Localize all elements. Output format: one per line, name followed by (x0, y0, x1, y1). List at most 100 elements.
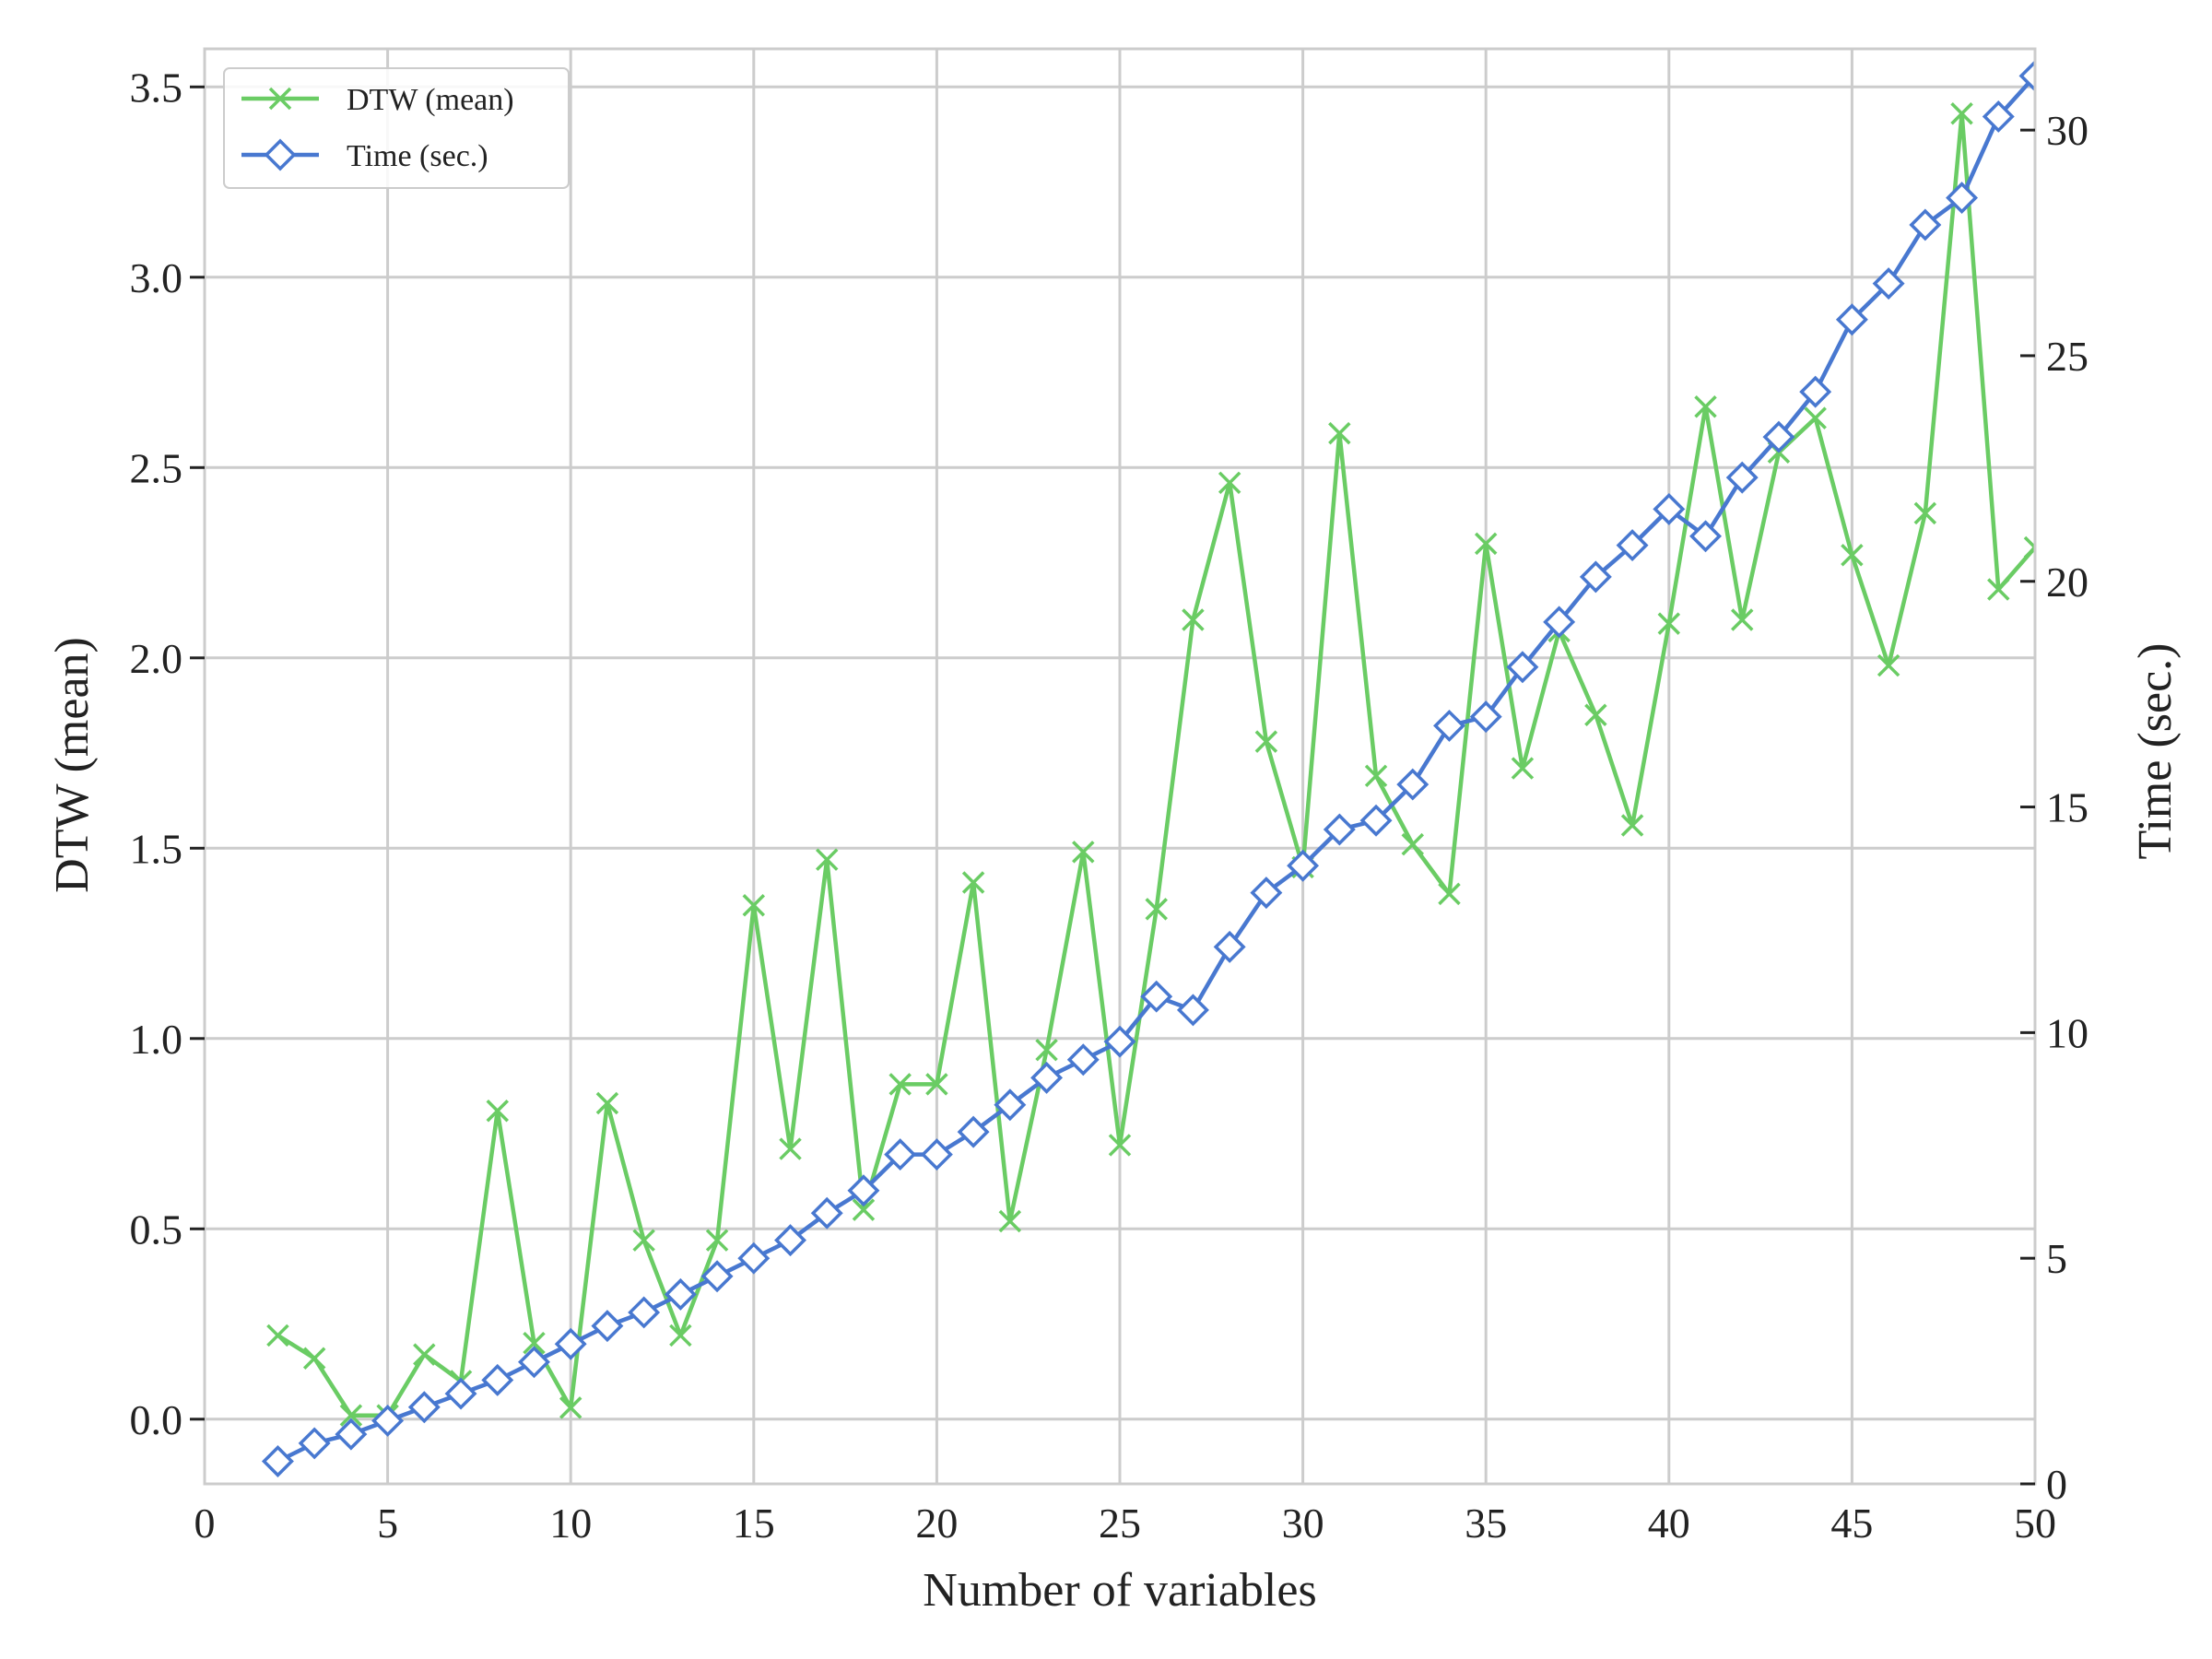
data-point (1616, 529, 1649, 562)
data-point (1108, 1134, 1132, 1157)
ticks-layer: 0 5 10 15 20 25 30 35 40 45 500.00.51.01.52.02.53.… (130, 64, 2089, 1547)
y-right-tick-label: 0 (2046, 1461, 2067, 1508)
data-point (1035, 1038, 1058, 1062)
data-point (700, 1260, 734, 1293)
data-point (920, 1138, 953, 1171)
data-point (486, 1100, 509, 1123)
y-axis-right-label: Time (sec.) (2129, 643, 2182, 860)
data-point (957, 1115, 990, 1148)
data-point (628, 1296, 661, 1329)
data-point (1579, 560, 1612, 594)
x-tick-label: 30 (1282, 1500, 1324, 1547)
data-point (1103, 1025, 1136, 1058)
x-tick-label: 35 (1465, 1500, 1507, 1547)
legend-marker (268, 87, 292, 111)
legend-label: Time (sec.) (347, 139, 488, 173)
legend-entries: DTW (mean) Time (sec.) (241, 83, 514, 173)
data-point (884, 1138, 917, 1171)
data-point (925, 1073, 948, 1096)
x-tick-label: 10 (549, 1500, 592, 1547)
data-point (1140, 980, 1173, 1013)
data-point (1182, 608, 1205, 631)
x-tick-label: 5 (377, 1500, 398, 1547)
data-point (407, 1391, 441, 1424)
data-point (1694, 394, 1717, 418)
data-point (852, 1198, 876, 1221)
data-point (1620, 814, 1644, 837)
data-point (1218, 471, 1241, 495)
data-point (669, 1324, 692, 1347)
y-left-tick-label: 2.5 (130, 444, 183, 491)
data-point (595, 1091, 619, 1115)
data-point (961, 871, 985, 894)
data-point (298, 1427, 331, 1460)
data-point (810, 1196, 843, 1230)
y-left-tick-label: 3.5 (130, 64, 183, 111)
data-point (1657, 612, 1681, 635)
y-left-tick-label: 1.0 (130, 1016, 183, 1063)
data-point (1877, 653, 1900, 677)
data-point (1072, 841, 1095, 864)
data-point (1401, 832, 1424, 856)
x-tick-label: 0 (194, 1500, 216, 1547)
data-point (1987, 578, 2010, 601)
data-point (774, 1224, 806, 1257)
data-point (1438, 882, 1461, 906)
data-point (1323, 813, 1356, 846)
y-right-tick-label: 20 (2046, 559, 2088, 606)
data-point (1396, 768, 1430, 801)
data-point (266, 1324, 289, 1347)
legend: DTW (mean) Time (sec.) (223, 67, 570, 189)
data-point (1176, 994, 1209, 1027)
data-point (1872, 267, 1905, 300)
data-point (591, 1310, 624, 1343)
data-point (1254, 730, 1278, 753)
x-tick-label: 50 (2014, 1500, 2056, 1547)
data-point (1066, 1043, 1100, 1077)
y-left-tick-label: 0.0 (130, 1396, 183, 1443)
data-point (705, 1229, 729, 1252)
data-point (261, 1445, 294, 1477)
data-point (444, 1377, 477, 1410)
data-point (2018, 59, 2035, 92)
data-point (1584, 703, 1607, 726)
data-point (554, 1327, 587, 1360)
y-left-tick-label: 0.5 (130, 1206, 183, 1253)
data-point (481, 1363, 514, 1396)
y-right-tick-label: 15 (2046, 784, 2088, 831)
data-point (1328, 421, 1351, 445)
data-point (1950, 101, 1973, 125)
data-point (1213, 930, 1246, 963)
data-point (779, 1137, 802, 1160)
data-point (1731, 608, 1754, 631)
data-point (413, 1343, 436, 1366)
y-right-tick-label: 25 (2046, 333, 2088, 380)
data-point (664, 1277, 697, 1311)
y-left-tick-label: 1.5 (130, 825, 183, 872)
series-dtw-mean (266, 101, 2035, 1427)
data-point (1359, 804, 1393, 837)
plot-frame (203, 47, 2037, 1486)
data-point (1762, 420, 1795, 453)
y-right-tick-label: 10 (2046, 1009, 2088, 1056)
data-point (1725, 461, 1759, 494)
x-tick-label: 40 (1648, 1500, 1690, 1547)
data-point (1145, 898, 1168, 921)
data-point (339, 1404, 363, 1427)
data-point (371, 1404, 405, 1437)
y-left-tick-label: 3.0 (130, 254, 183, 301)
data-point (847, 1174, 880, 1207)
data-point (1506, 651, 1539, 684)
data-point (742, 894, 766, 917)
data-point (1982, 100, 2015, 133)
data-point (302, 1347, 326, 1370)
legend-label: DTW (mean) (347, 83, 514, 117)
data-point (1835, 303, 1868, 336)
data-point (1841, 544, 1864, 567)
series-time-sec (261, 59, 2035, 1477)
series-layer (261, 59, 2035, 1477)
y-axis-left-label: DTW (mean) (46, 637, 99, 893)
x-tick-label: 20 (915, 1500, 958, 1547)
